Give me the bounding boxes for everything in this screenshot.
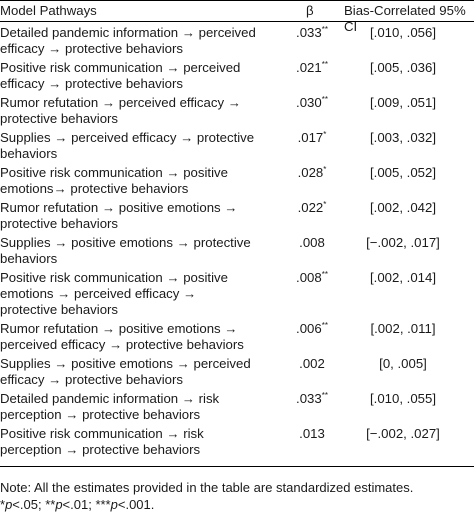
significance-marker: ** <box>321 25 328 34</box>
ci-cell: [.005, .052] <box>370 165 436 180</box>
bottom-rule <box>0 466 474 467</box>
pathway-cell: Positive risk communication → positive e… <box>0 165 228 196</box>
beta-cell: .021** <box>292 60 332 76</box>
beta-cell: .013 <box>292 426 332 442</box>
beta-value: .022 <box>297 200 324 215</box>
table-note: Note: All the estimates provided in the … <box>0 479 474 513</box>
beta-value: .021 <box>296 60 322 75</box>
beta-cell: .008 <box>292 235 332 251</box>
beta-value: .006 <box>296 321 322 336</box>
beta-cell: .033** <box>292 25 332 41</box>
significance-marker: ** <box>321 270 328 279</box>
beta-value: .013 <box>299 426 325 441</box>
pathway-cell: Detailed pandemic information → risk per… <box>0 391 220 422</box>
beta-value: .033 <box>296 391 322 406</box>
pathway-cell: Rumor refutation → positive emotions → p… <box>0 200 238 231</box>
beta-cell: .028* <box>292 165 332 181</box>
beta-cell: .022* <box>292 200 332 216</box>
significance-marker: * <box>323 165 327 174</box>
ci-cell: [.002, .014] <box>370 270 436 285</box>
significance-marker: * <box>323 130 327 139</box>
pathway-cell: Supplies → positive emotions → protectiv… <box>0 235 251 266</box>
pathway-cell: Positive risk communication → positive e… <box>0 270 228 317</box>
ci-cell: [.003, .032] <box>370 130 436 145</box>
ci-cell: [−.002, .017] <box>366 235 440 250</box>
ci-cell: [.005, .036] <box>370 60 436 75</box>
pathway-cell: Positive risk communication → perceived … <box>0 60 241 91</box>
beta-cell: .006** <box>292 321 332 337</box>
beta-value: .030 <box>296 95 322 110</box>
significance-marker: ** <box>321 60 328 69</box>
ci-cell: [.010, .056] <box>370 25 436 40</box>
significance-marker: ** <box>321 95 328 104</box>
beta-value: .002 <box>299 356 325 371</box>
note-line-2: *p<.05; **p<.01; ***p<.001. <box>0 497 155 512</box>
beta-value: .028 <box>297 165 324 180</box>
pathway-cell: Supplies → positive emotions → perceived… <box>0 356 251 387</box>
note-line-1: Note: All the estimates provided in the … <box>0 480 414 495</box>
significance-marker: ** <box>321 321 328 330</box>
ci-cell: [.002, .011] <box>370 321 436 336</box>
column-header-beta: β <box>306 3 314 18</box>
beta-value: .017 <box>297 130 324 145</box>
significance-marker: ** <box>321 391 328 400</box>
beta-cell: .033** <box>292 391 332 407</box>
ci-cell: [.009, .051] <box>370 95 436 110</box>
pathway-cell: Detailed pandemic information → perceive… <box>0 25 256 56</box>
column-header-ci: Bias-Correlated 95% CI <box>344 3 466 34</box>
pathway-cell: Supplies → perceived efficacy → protecti… <box>0 130 255 161</box>
significance-marker: * <box>323 200 327 209</box>
column-header-model-pathways: Model Pathways <box>0 3 97 18</box>
beta-value: .033 <box>296 25 322 40</box>
beta-cell: .017* <box>292 130 332 146</box>
ci-cell: [−.002, .027] <box>366 426 440 441</box>
ci-cell: [0, .005] <box>379 356 427 371</box>
ci-cell: [.002, .042] <box>370 200 436 215</box>
pathway-cell: Positive risk communication → risk perce… <box>0 426 204 457</box>
beta-cell: .002 <box>292 356 332 372</box>
beta-cell: .030** <box>292 95 332 111</box>
pathway-cell: Rumor refutation → perceived efficacy → … <box>0 95 241 126</box>
top-rule <box>0 0 474 1</box>
ci-cell: [.010, .055] <box>370 391 436 406</box>
beta-value: .008 <box>296 270 322 285</box>
pathway-cell: Rumor refutation → positive emotions → p… <box>0 321 244 352</box>
header-rule <box>0 21 474 22</box>
beta-cell: .008** <box>292 270 332 286</box>
beta-value: .008 <box>299 235 325 250</box>
